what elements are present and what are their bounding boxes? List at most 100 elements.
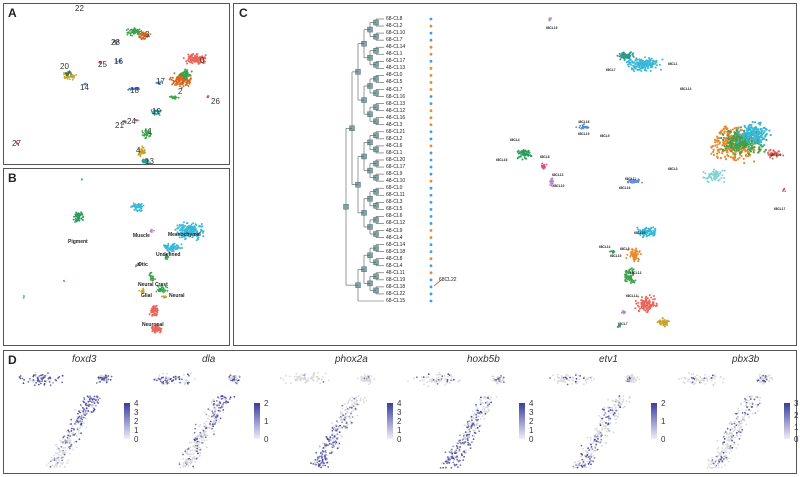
- cell-point: [49, 384, 52, 387]
- cell-point: [84, 82, 86, 85]
- cell-point: [472, 414, 475, 417]
- cell-point: [208, 415, 210, 417]
- cell-point: [626, 378, 629, 380]
- cell-point: [60, 457, 62, 459]
- cell-point: [740, 154, 743, 158]
- cell-point: [723, 181, 726, 183]
- cell-point: [189, 232, 192, 235]
- cell-point: [622, 57, 625, 60]
- cell-point: [73, 76, 75, 79]
- umap-cluster-label: 68CL9: [600, 134, 610, 138]
- cell-point: [646, 231, 649, 234]
- cell-point: [338, 431, 341, 433]
- cell-point: [103, 379, 105, 382]
- cell-point: [471, 441, 473, 443]
- cell-point: [166, 372, 168, 375]
- cell-point: [524, 154, 526, 157]
- cell-point: [66, 459, 69, 462]
- cell-point: [472, 416, 474, 419]
- cell-point: [760, 141, 763, 144]
- cell-point: [217, 418, 220, 421]
- cell-point: [462, 459, 465, 461]
- cell-point: [331, 427, 334, 429]
- cell-point: [148, 313, 151, 316]
- cell-point: [130, 28, 133, 31]
- cell-point: [577, 375, 580, 377]
- cell-point: [635, 378, 637, 380]
- cell-point: [557, 380, 559, 383]
- cell-point: [200, 225, 203, 228]
- cell-point: [764, 148, 767, 151]
- cell-point: [578, 126, 581, 129]
- cell-point: [140, 37, 143, 40]
- cell-point: [629, 59, 632, 61]
- dendrogram-leaf-marker: [429, 24, 433, 28]
- cell-point: [440, 379, 443, 382]
- dendrogram-leaf-label: 68-CL21: [386, 128, 406, 135]
- cell-point: [228, 376, 231, 378]
- cell-point: [421, 379, 423, 382]
- cell-point: [64, 449, 67, 452]
- cell-point: [295, 379, 297, 382]
- cell-point: [649, 228, 652, 231]
- cell-point: [442, 466, 445, 469]
- cell-point: [609, 422, 612, 425]
- cell-point: [364, 377, 367, 380]
- cell-point: [600, 438, 603, 441]
- cell-point: [655, 302, 658, 305]
- cell-point: [143, 132, 146, 135]
- cell-point: [231, 379, 234, 382]
- cell-point: [90, 397, 93, 399]
- cell-point: [155, 309, 157, 312]
- cell-point: [19, 377, 22, 380]
- cell-point: [195, 235, 198, 238]
- cell-point: [75, 434, 78, 437]
- cell-point: [72, 448, 75, 451]
- cell-point: [99, 376, 102, 379]
- cell-point: [753, 146, 756, 149]
- cell-point: [177, 246, 180, 249]
- cell-point: [216, 413, 219, 415]
- cell-point: [646, 60, 649, 63]
- cell-point: [171, 250, 174, 253]
- cell-point: [462, 437, 465, 439]
- cell-point: [628, 374, 630, 377]
- cell-point: [172, 82, 175, 85]
- cell-point: [583, 459, 585, 461]
- cell-point: [541, 165, 543, 168]
- cell-point: [576, 382, 578, 385]
- cell-point: [364, 374, 366, 376]
- cell-point: [635, 379, 637, 382]
- cell-point: [437, 378, 440, 381]
- dendrogram-leaf-marker: [429, 116, 433, 120]
- cell-point: [214, 421, 217, 424]
- cell-point: [373, 378, 376, 381]
- cell-point: [629, 179, 632, 182]
- cell-point: [463, 442, 466, 444]
- umap-cluster-label: 68CL8: [540, 155, 550, 159]
- cell-point: [362, 399, 365, 401]
- cell-point: [648, 233, 651, 235]
- cell-point: [334, 440, 337, 443]
- cell-point: [748, 148, 751, 151]
- cell-point: [654, 66, 657, 69]
- cell-point: [638, 310, 640, 313]
- cell-point: [429, 378, 432, 381]
- cell-point: [601, 444, 604, 447]
- cell-point: [198, 58, 201, 61]
- cell-point: [140, 209, 143, 212]
- cell-point: [166, 380, 169, 382]
- cell-point: [153, 305, 156, 308]
- cell-point: [646, 307, 649, 310]
- cell-point: [212, 425, 215, 428]
- cell-point: [68, 430, 70, 433]
- cell-point: [630, 67, 633, 70]
- dendrogram-leaf-label: 48-CL2: [386, 23, 403, 30]
- cell-point: [162, 376, 165, 379]
- cell-point: [312, 463, 315, 465]
- cell-point: [486, 401, 488, 404]
- cell-point: [712, 148, 715, 151]
- cell-point: [439, 467, 442, 469]
- cell-point: [650, 296, 653, 299]
- cell-point: [343, 425, 345, 428]
